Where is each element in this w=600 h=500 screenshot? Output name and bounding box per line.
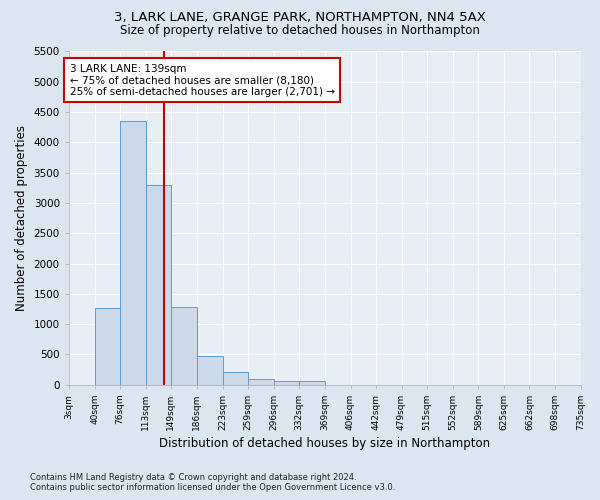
Bar bbox=[171, 307, 197, 384]
Bar bbox=[146, 185, 171, 384]
Text: 3 LARK LANE: 139sqm
← 75% of detached houses are smaller (8,180)
25% of semi-det: 3 LARK LANE: 139sqm ← 75% of detached ho… bbox=[70, 64, 335, 97]
Bar bbox=[299, 382, 325, 384]
Bar bbox=[274, 381, 299, 384]
Bar bbox=[95, 308, 120, 384]
Text: Size of property relative to detached houses in Northampton: Size of property relative to detached ho… bbox=[120, 24, 480, 37]
Text: Contains HM Land Registry data © Crown copyright and database right 2024.
Contai: Contains HM Land Registry data © Crown c… bbox=[30, 473, 395, 492]
Bar bbox=[120, 121, 146, 384]
Bar bbox=[197, 356, 223, 384]
Text: 3, LARK LANE, GRANGE PARK, NORTHAMPTON, NN4 5AX: 3, LARK LANE, GRANGE PARK, NORTHAMPTON, … bbox=[114, 12, 486, 24]
Bar bbox=[223, 372, 248, 384]
X-axis label: Distribution of detached houses by size in Northampton: Distribution of detached houses by size … bbox=[159, 437, 490, 450]
Bar bbox=[248, 379, 274, 384]
Y-axis label: Number of detached properties: Number of detached properties bbox=[15, 125, 28, 311]
